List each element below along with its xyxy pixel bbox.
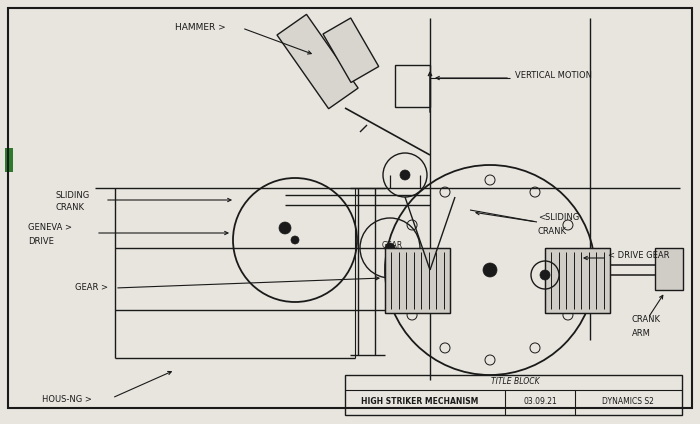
Text: TITLE BLOCK: TITLE BLOCK: [491, 377, 539, 387]
Text: HOUS-NG >: HOUS-NG >: [42, 396, 92, 404]
Text: SLIDING: SLIDING: [55, 190, 90, 200]
Bar: [345, 375, 682, 415]
Text: HIGH STRIKER MECHANISM: HIGH STRIKER MECHANISM: [361, 398, 479, 407]
Text: DYNAMICS S2: DYNAMICS S2: [602, 398, 654, 407]
Text: DRIVE: DRIVE: [28, 237, 54, 245]
Text: CRANK: CRANK: [538, 226, 567, 235]
Bar: [385, 248, 450, 313]
Bar: [323, 18, 379, 83]
Text: GEAR: GEAR: [382, 240, 402, 249]
Bar: [655, 248, 683, 290]
Text: < DRIVE GEAR: < DRIVE GEAR: [608, 251, 669, 259]
Text: HAMMER >: HAMMER >: [175, 23, 225, 33]
Circle shape: [540, 270, 550, 280]
Bar: [395, 65, 430, 107]
Text: 03.09.21: 03.09.21: [523, 398, 557, 407]
Text: ARM: ARM: [632, 329, 651, 338]
Bar: [385, 248, 450, 313]
Text: VERTICAL MOTION: VERTICAL MOTION: [515, 70, 592, 80]
Circle shape: [291, 236, 299, 244]
Bar: [545, 248, 610, 313]
Circle shape: [385, 243, 395, 253]
Bar: [277, 14, 358, 109]
Bar: [545, 248, 610, 313]
Circle shape: [400, 170, 410, 180]
Text: <SLIDING: <SLIDING: [538, 214, 580, 223]
Circle shape: [279, 222, 291, 234]
Text: CRANK: CRANK: [55, 204, 84, 212]
Text: GENEVA >: GENEVA >: [28, 223, 72, 232]
Text: CRANK: CRANK: [632, 315, 661, 324]
Circle shape: [483, 263, 497, 277]
Text: GEAR >: GEAR >: [75, 284, 108, 293]
Bar: [5, 148, 13, 172]
